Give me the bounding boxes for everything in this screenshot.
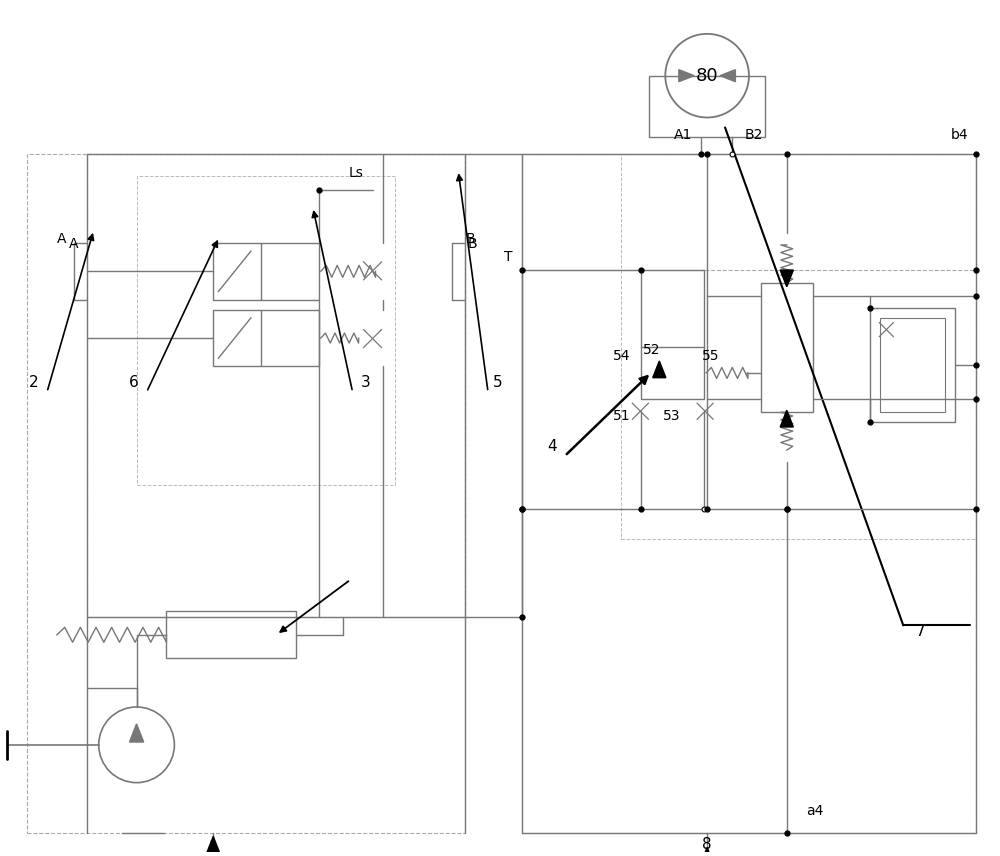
Polygon shape <box>129 724 144 742</box>
Text: Ls: Ls <box>348 166 363 181</box>
Text: 55: 55 <box>702 349 720 364</box>
Polygon shape <box>700 847 714 856</box>
Text: 8: 8 <box>702 837 712 852</box>
Bar <box>870 307 955 422</box>
Text: 53: 53 <box>663 409 680 423</box>
Polygon shape <box>780 270 793 287</box>
Polygon shape <box>780 410 793 427</box>
Polygon shape <box>206 836 220 854</box>
Bar <box>649 75 765 138</box>
Text: B2: B2 <box>745 128 763 142</box>
Text: 52: 52 <box>643 342 660 356</box>
Text: B: B <box>465 233 475 247</box>
Text: 80: 80 <box>696 67 718 85</box>
Bar <box>87 154 465 617</box>
Text: B: B <box>467 237 477 252</box>
Bar <box>27 154 465 834</box>
Bar <box>213 310 319 366</box>
Text: 7: 7 <box>915 624 925 639</box>
Bar <box>137 176 395 484</box>
Bar <box>213 243 319 300</box>
Polygon shape <box>679 69 694 81</box>
Polygon shape <box>720 69 735 81</box>
Text: A: A <box>57 233 67 247</box>
Text: 1: 1 <box>208 840 218 855</box>
Bar <box>880 318 945 413</box>
Text: a4: a4 <box>806 804 823 817</box>
Bar <box>761 282 813 413</box>
Polygon shape <box>653 361 666 377</box>
Bar <box>621 154 976 538</box>
Bar <box>522 154 976 270</box>
Text: A1: A1 <box>674 128 692 142</box>
Text: 51: 51 <box>613 409 630 423</box>
Bar <box>166 611 296 658</box>
Text: 54: 54 <box>613 349 630 364</box>
Text: 2: 2 <box>29 375 39 389</box>
Text: 6: 6 <box>129 375 138 389</box>
Text: A: A <box>69 237 79 252</box>
Text: b4: b4 <box>951 128 969 142</box>
Bar <box>522 154 976 834</box>
Text: 5: 5 <box>493 375 503 389</box>
Bar <box>641 347 704 399</box>
Text: 4: 4 <box>547 438 557 454</box>
Text: 3: 3 <box>361 375 370 389</box>
Text: T: T <box>504 250 512 264</box>
